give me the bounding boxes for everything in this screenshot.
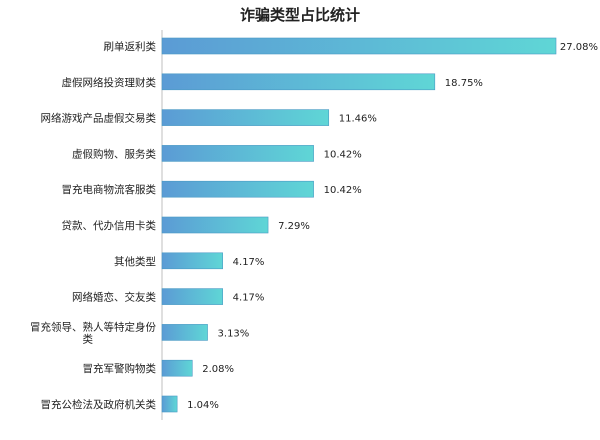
bar-0 [161,37,557,55]
category-label-9: 冒充军警购物类 [83,362,157,375]
bar-5 [161,216,269,234]
bar-8 [161,324,208,341]
chart-title: 诈骗类型占比统计 [240,6,360,24]
bar-9 [161,359,193,377]
value-label-3: 10.42% [324,149,362,160]
bar-group [161,37,557,413]
category-label-1: 虚假网络投资理财类 [62,76,157,89]
category-label-5: 贷款、代办信用卡类 [62,219,157,232]
bar-4 [161,180,314,198]
value-label-2: 11.46% [339,114,377,125]
value-label-7: 4.17% [233,293,265,304]
category-label-0: 刷单返利类 [104,40,157,53]
value-label-9: 2.08% [202,364,234,375]
value-label-6: 4.17% [233,257,265,268]
category-label-6: 其他类型 [114,255,156,268]
category-label-8: 冒充领导、熟人等特定身份类 [30,320,156,345]
category-labels: 刷单返利类虚假网络投资理财类网络游戏产品虚假交易类虚假购物、服务类冒充电商物流客… [30,40,156,411]
value-labels: 27.08% 18.75% 11.46% 10.42% 10.42% 7.29% 4.17%… [187,42,598,411]
category-label-10: 冒充公检法及政府机关类 [41,398,157,411]
value-label-4: 10.42% [324,185,362,196]
category-label-4: 冒充电商物流客服类 [62,183,157,196]
bar-10 [161,395,178,413]
value-label-10: 1.04% [187,400,219,411]
category-label-3: 虚假购物、服务类 [72,147,156,160]
bar-6 [161,252,223,270]
category-label-7: 网络婚恋、交友类 [72,291,156,304]
category-label-2: 网络游戏产品虚假交易类 [41,112,157,125]
bar-3 [161,145,314,162]
bar-1 [161,73,436,91]
bar-2 [161,109,330,126]
bar-7 [161,288,223,305]
value-label-8: 3.13% [218,328,250,339]
value-label-5: 7.29% [278,221,310,232]
value-label-1: 18.75% [445,78,483,89]
value-label-0: 27.08% [560,42,598,53]
